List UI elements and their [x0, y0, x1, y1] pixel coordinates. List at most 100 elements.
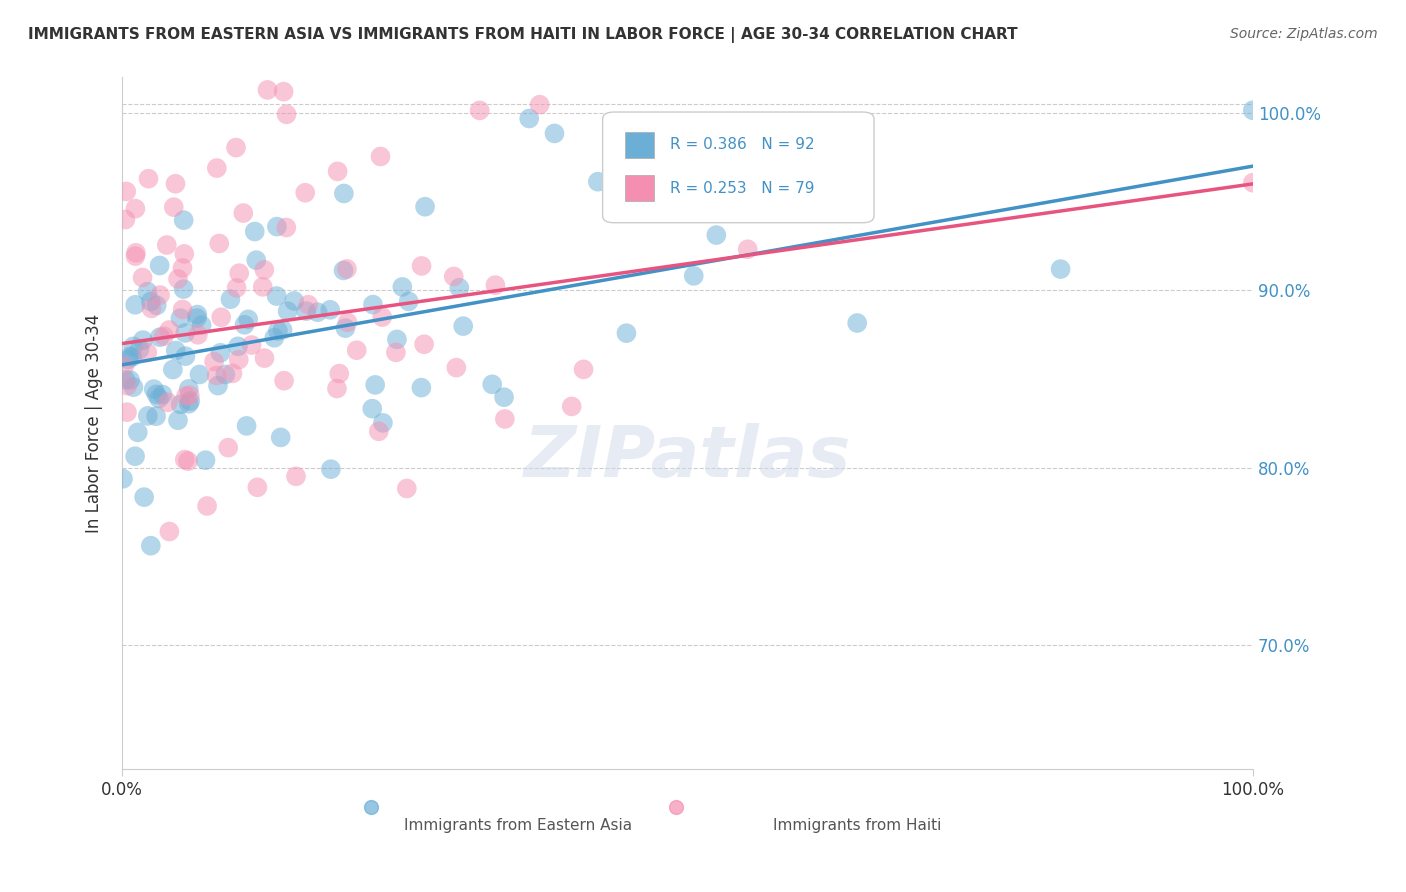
Point [1049, 262, 1071, 277]
Point [111, 472, 134, 486]
Point [145, 298, 167, 312]
Point [208, 236, 231, 251]
Point [169, 397, 191, 411]
Point [468, 103, 491, 118]
Point [411, 381, 433, 395]
Point [266, 289, 288, 303]
Point [136, 345, 159, 359]
Point [112, 359, 135, 374]
Point [235, 418, 257, 433]
FancyBboxPatch shape [603, 112, 875, 223]
Point [361, 297, 384, 311]
Point [385, 345, 408, 359]
Point [173, 247, 195, 261]
Point [195, 499, 218, 513]
Point [125, 245, 148, 260]
Point [219, 292, 242, 306]
Point [157, 323, 180, 337]
Point [411, 259, 433, 273]
Point [207, 378, 229, 392]
Point [253, 263, 276, 277]
Point [703, 197, 725, 211]
Point [443, 269, 465, 284]
Point [398, 294, 420, 309]
Point [283, 293, 305, 308]
Point [233, 318, 256, 332]
Point [114, 373, 136, 387]
Point [240, 338, 263, 352]
Point [572, 362, 595, 376]
Point [136, 285, 159, 299]
Point [149, 330, 172, 344]
Point [271, 323, 294, 337]
Point [136, 409, 159, 423]
Point [451, 319, 474, 334]
Point [124, 202, 146, 216]
Point [484, 278, 506, 293]
Point [277, 304, 299, 318]
Point [364, 377, 387, 392]
Point [217, 441, 239, 455]
Point [174, 349, 197, 363]
Point [346, 343, 368, 358]
Point [413, 337, 436, 351]
Point [326, 164, 349, 178]
Text: IMMIGRANTS FROM EASTERN ASIA VS IMMIGRANTS FROM HAITI IN LABOR FORCE | AGE 30-34: IMMIGRANTS FROM EASTERN ASIA VS IMMIGRAN… [28, 27, 1018, 43]
Point [115, 185, 138, 199]
Point [543, 127, 565, 141]
Point [328, 367, 350, 381]
Point [221, 367, 243, 381]
Point [1241, 176, 1264, 190]
Point [172, 260, 194, 275]
Point [846, 316, 869, 330]
Bar [626, 132, 654, 158]
Point [205, 161, 228, 175]
Point [228, 266, 250, 280]
Point [319, 462, 342, 476]
Point [385, 332, 408, 346]
Point [167, 272, 190, 286]
Point [225, 281, 247, 295]
Point [145, 387, 167, 401]
Point [177, 397, 200, 411]
Point [122, 339, 145, 353]
Point [616, 326, 638, 340]
Point [246, 480, 269, 494]
Point [336, 261, 359, 276]
Point [128, 343, 150, 357]
Point [243, 225, 266, 239]
Point [190, 318, 212, 333]
Y-axis label: In Labor Force | Age 30-34: In Labor Force | Age 30-34 [86, 314, 103, 533]
Point [173, 213, 195, 227]
Point [361, 401, 384, 416]
Point [276, 107, 298, 121]
Point [307, 305, 329, 319]
Point [267, 324, 290, 338]
Point [134, 490, 156, 504]
Point [120, 373, 142, 387]
Point [209, 346, 232, 360]
Point [494, 390, 516, 404]
Point [737, 242, 759, 256]
Point [529, 97, 551, 112]
Point [114, 212, 136, 227]
Text: R = 0.386   N = 92: R = 0.386 N = 92 [671, 137, 815, 153]
Point [172, 302, 194, 317]
Point [228, 352, 250, 367]
Point [132, 333, 155, 347]
Point [162, 362, 184, 376]
Point [117, 352, 139, 367]
Point [252, 280, 274, 294]
Point [367, 425, 389, 439]
Point [165, 343, 187, 358]
Point [173, 282, 195, 296]
Point [371, 416, 394, 430]
Point [395, 482, 418, 496]
Point [149, 259, 172, 273]
Text: Immigrants from Haiti: Immigrants from Haiti [773, 818, 941, 833]
Point [326, 382, 349, 396]
Point [238, 312, 260, 326]
Point [273, 374, 295, 388]
Point [194, 453, 217, 467]
Point [177, 382, 200, 396]
